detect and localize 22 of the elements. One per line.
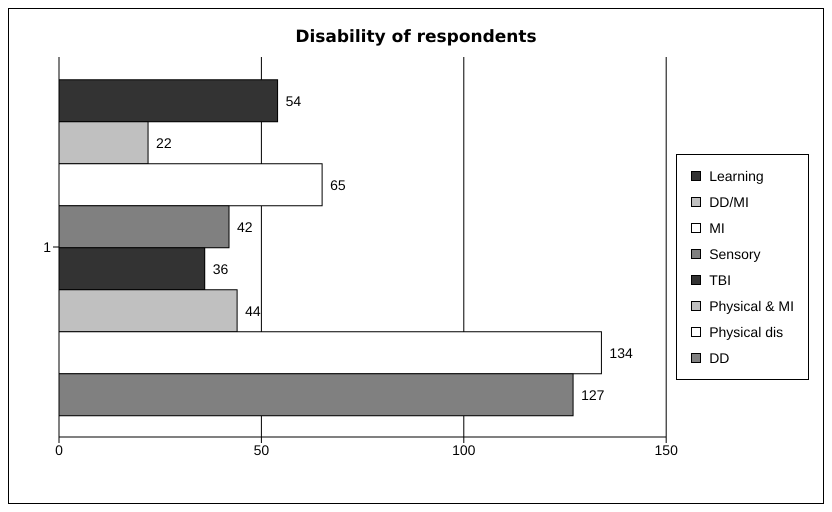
chart-title: Disability of respondents: [294, 27, 538, 47]
legend-label: TBI: [709, 272, 731, 288]
data-label: 54: [286, 92, 302, 109]
legend-label: Physical dis: [709, 324, 784, 340]
x-tick-label: 50: [254, 442, 270, 458]
x-tick-label: 0: [55, 442, 64, 458]
data-label: 44: [245, 302, 261, 319]
data-label: 65: [330, 176, 346, 193]
data-label: 134: [609, 344, 633, 361]
x-tick-label: 100: [452, 442, 476, 458]
data-label: 42: [237, 218, 253, 235]
y-tick-label: 1: [43, 238, 52, 255]
data-label: 22: [156, 134, 172, 151]
legend-label: DD: [709, 350, 730, 366]
legend-label: MI: [709, 220, 725, 236]
legend-label: Physical & MI: [709, 298, 794, 314]
x-tick-label: 150: [654, 442, 678, 458]
legend-label: DD/MI: [709, 194, 749, 210]
data-label: 36: [212, 260, 229, 277]
legend-label: Learning: [709, 168, 764, 184]
legend-label: Sensory: [709, 246, 761, 262]
data-label: 127: [581, 386, 605, 403]
